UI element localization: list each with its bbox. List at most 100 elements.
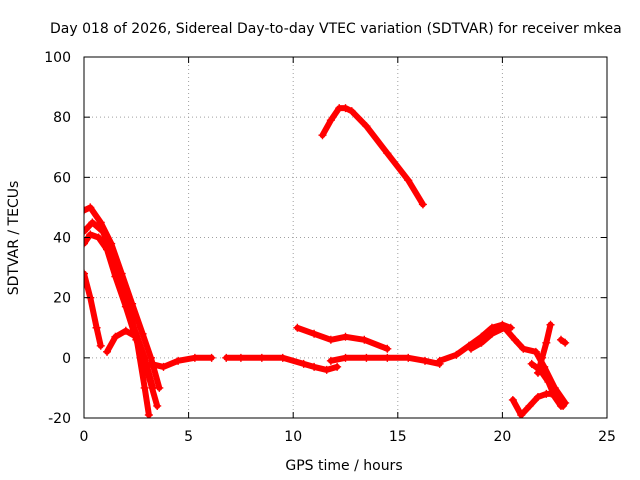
x-tick-labels: 0 5 10 15 20 25 [80,429,616,445]
data-point [561,338,570,347]
data-point [132,332,141,341]
data-point [519,344,528,353]
y-tick-label: 100 [44,50,71,66]
data-point [452,350,461,359]
data-point [174,356,183,365]
series-sat-e [103,326,153,418]
y-axis-label: SDTVAR / TECUs [6,181,22,296]
data-point [310,362,319,371]
data-point [533,392,542,401]
data-point [341,353,350,362]
series-line [147,354,215,370]
data-point [542,389,551,398]
y-tick-labels: -20 0 20 40 60 80 100 [44,50,71,427]
data-point [341,332,350,341]
data-point [138,329,147,338]
data-point [103,347,112,356]
data-point [360,335,369,344]
y-tick-label: -20 [48,411,71,427]
data-point [84,206,88,215]
data-point [236,353,245,362]
series-line [84,270,104,349]
series-sat-k [318,104,427,209]
data-point [404,176,413,185]
data-point [103,245,112,254]
data-point [84,239,88,248]
data-point [508,395,517,404]
axis-ticks [83,56,608,419]
data-point [544,377,553,386]
data-point [96,341,105,350]
data-point [94,233,103,242]
data-point [383,149,392,158]
data-point [383,344,392,353]
data-point [86,203,95,212]
data-series-layer [84,104,570,418]
data-point [538,353,547,362]
x-axis-label: GPS time / hours [285,458,402,474]
data-point [88,218,97,227]
data-point [84,269,88,278]
chart-title: Day 018 of 2026, Sidereal Day-to-day VTE… [50,21,622,37]
y-tick-label: 40 [53,231,71,247]
series-sat-g [222,353,342,374]
data-point [510,335,519,344]
data-point [420,356,429,365]
y-tick-label: 0 [62,351,71,367]
data-point [477,338,486,347]
data-point [140,383,149,392]
data-point [362,353,371,362]
data-point [556,401,565,410]
data-point [333,362,342,371]
data-point [550,392,559,401]
data-point [207,353,216,362]
y-tick-label: 20 [53,291,71,307]
series-line [535,321,554,376]
series-line [468,324,569,406]
series-sat-p [556,335,570,347]
data-point [96,218,105,227]
series-sat-h [326,353,444,368]
data-point [542,338,551,347]
data-point [190,353,199,362]
data-point [84,227,88,236]
data-point [326,116,335,125]
data-point [159,362,168,371]
data-point [257,353,266,362]
data-point [556,335,565,344]
data-point [362,122,371,131]
data-point [467,344,476,353]
data-point [86,230,95,239]
data-point [533,368,542,377]
x-tick-label: 25 [598,429,616,445]
data-point [341,104,350,113]
data-point [546,320,555,329]
data-point [435,356,444,365]
data-point [383,353,392,362]
data-point [222,353,231,362]
data-point [111,272,120,281]
data-point [278,353,287,362]
series-line [294,324,391,352]
data-point [527,359,536,368]
data-point [531,347,540,356]
data-point [318,131,327,140]
data-point [146,359,155,368]
data-point [299,359,308,368]
data-point [326,335,335,344]
y-tick-label: 80 [53,110,71,126]
x-tick-label: 5 [184,429,193,445]
x-tick-label: 10 [284,429,302,445]
data-point [121,326,130,335]
data-point [92,323,101,332]
data-point [111,332,120,341]
x-tick-label: 20 [493,429,511,445]
series-line [319,105,426,208]
data-point [326,356,335,365]
series-line [223,354,341,373]
y-tick-label: 60 [53,170,71,186]
series-sat-f [146,353,216,371]
data-point [310,329,319,338]
data-point [98,227,107,236]
data-point [322,365,331,374]
